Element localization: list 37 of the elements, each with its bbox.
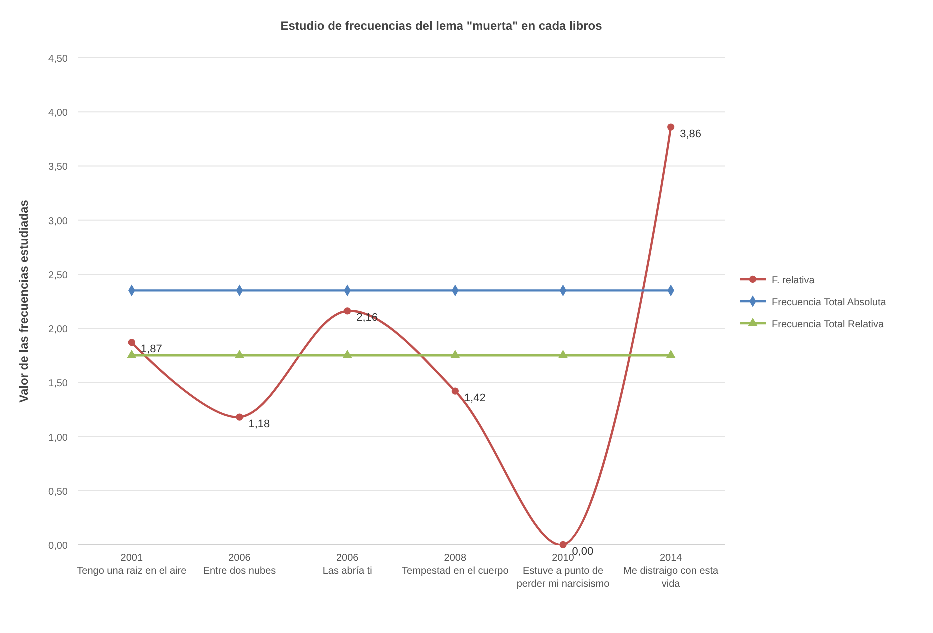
data-label: 1,42 (464, 392, 486, 404)
x-tick-label: 2006 Entre dos nubes (203, 553, 276, 577)
data-label: 1,18 (248, 418, 270, 430)
y-axis-title: Valor de las frecuencias estudiadas (17, 200, 31, 403)
y-tick-label: 3,50 (48, 162, 68, 174)
y-tick-label: 4,00 (48, 108, 68, 120)
x-tick-label: 2014 Me distraigo con esta vida (624, 553, 720, 590)
y-tick-label: 4,50 (48, 54, 68, 65)
point (558, 350, 568, 358)
point (668, 124, 675, 131)
y-tick-label: 0,50 (48, 486, 68, 498)
data-label: 1,87 (140, 344, 162, 356)
legend-label: Frecuencia Total Absoluta (772, 298, 887, 308)
y-tick-label: 3,00 (48, 216, 68, 228)
point (342, 350, 352, 358)
y-tick-label: 1,00 (48, 432, 68, 444)
y-tick-label: 2,50 (48, 270, 68, 282)
legend-label: Frecuencia Total Relativa (772, 320, 885, 330)
point (234, 350, 245, 358)
y-tick-label: 1,50 (48, 378, 68, 390)
chart-title: Estudio de frecuencias del lema "muerta" en cada libros (280, 19, 603, 33)
legend-label: F. relativa (772, 276, 816, 286)
point (127, 350, 137, 358)
x-tick-label: 2001 Tengo una raiz en el aire (77, 553, 188, 577)
x-tick-label: 2008 Tempestad en el cuerpo (402, 553, 510, 577)
point (560, 541, 567, 549)
point (452, 388, 459, 395)
x-tick-label: 2006 Las abría ti (322, 553, 372, 577)
point (344, 308, 352, 315)
point (450, 350, 460, 358)
y-tick-label: 2,00 (48, 324, 68, 336)
data-label: 3,86 (680, 128, 702, 140)
point (236, 414, 244, 421)
y-tick-label: 0,00 (48, 541, 68, 552)
data-label: 2,16 (356, 312, 378, 324)
point (128, 339, 136, 346)
point (666, 350, 676, 358)
